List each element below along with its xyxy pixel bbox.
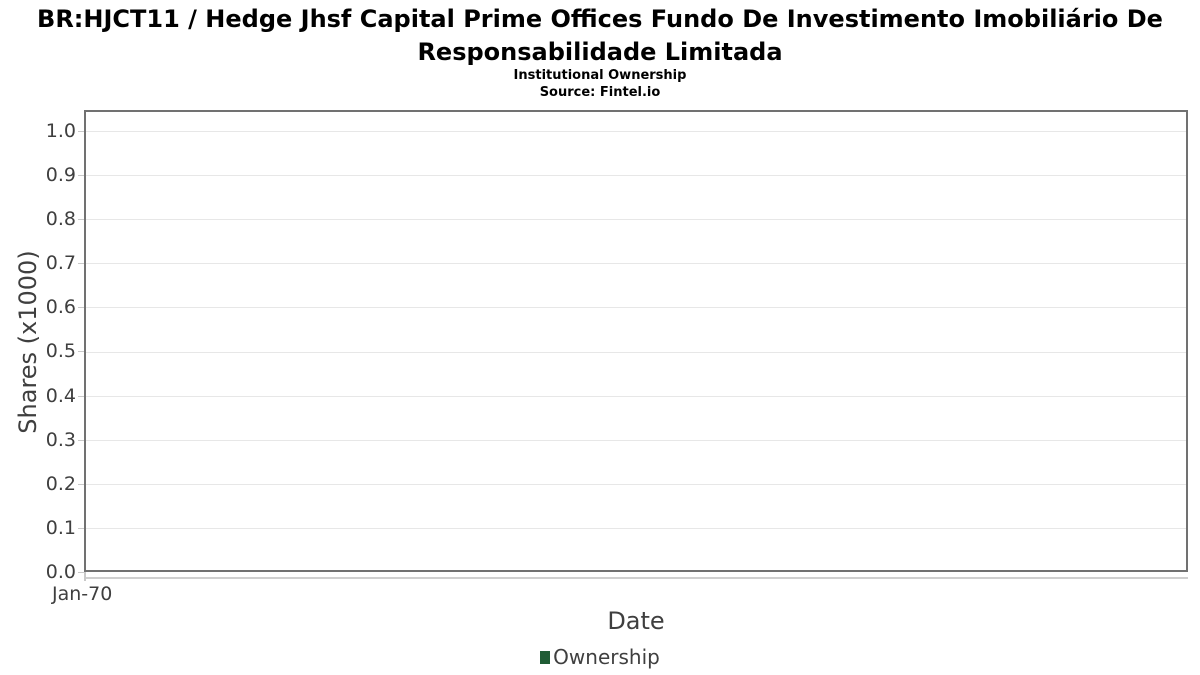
y-axis-tick bbox=[78, 219, 84, 220]
y-axis-tick bbox=[78, 263, 84, 264]
legend-item-label: Ownership bbox=[553, 645, 660, 669]
y-axis-tick bbox=[78, 131, 84, 132]
gridline bbox=[86, 263, 1186, 264]
y-tick-label: 0.0 bbox=[45, 561, 76, 583]
legend-item-ownership[interactable]: Ownership bbox=[540, 645, 660, 669]
legend-marker-icon bbox=[540, 650, 551, 664]
x-tick-label: Jan-70 bbox=[52, 583, 113, 605]
gridline bbox=[86, 175, 1186, 176]
y-tick-label: 0.7 bbox=[45, 252, 76, 274]
x-axis-title: Date bbox=[607, 607, 665, 635]
y-axis-tick bbox=[78, 528, 84, 529]
y-axis-tick bbox=[78, 175, 84, 176]
y-axis-tick bbox=[78, 572, 84, 573]
gridline bbox=[86, 219, 1186, 220]
y-axis-tick bbox=[78, 484, 84, 485]
y-axis-tick bbox=[78, 351, 84, 352]
x-axis-tick bbox=[84, 572, 86, 581]
y-tick-label: 0.1 bbox=[45, 517, 76, 539]
plot-area bbox=[84, 110, 1188, 572]
chart-title: BR:HJCT11 / Hedge Jhsf Capital Prime Off… bbox=[37, 5, 1163, 66]
gridline bbox=[86, 484, 1186, 485]
gridline bbox=[86, 131, 1186, 132]
y-tick-label: 0.9 bbox=[45, 164, 76, 186]
gridline bbox=[86, 396, 1186, 397]
chart-source: Source: Fintel.io bbox=[539, 85, 661, 100]
x-axis-line bbox=[84, 577, 1188, 579]
gridline bbox=[86, 440, 1186, 441]
y-tick-label: 0.3 bbox=[45, 429, 76, 451]
y-tick-label: 0.2 bbox=[45, 473, 76, 495]
y-tick-label: 0.6 bbox=[45, 296, 76, 318]
gridline bbox=[86, 352, 1186, 353]
y-tick-label: 0.4 bbox=[45, 385, 76, 407]
chart-subtitle: Institutional Ownership bbox=[513, 68, 687, 83]
y-tick-label: 0.5 bbox=[45, 340, 76, 362]
gridline bbox=[86, 307, 1186, 308]
gridline bbox=[86, 528, 1186, 529]
y-axis-tick bbox=[78, 396, 84, 397]
legend: Ownership bbox=[0, 645, 1200, 669]
y-tick-label: 0.8 bbox=[45, 208, 76, 230]
y-axis-tick bbox=[78, 440, 84, 441]
y-tick-label: 1.0 bbox=[45, 120, 76, 142]
y-axis-tick bbox=[78, 307, 84, 308]
